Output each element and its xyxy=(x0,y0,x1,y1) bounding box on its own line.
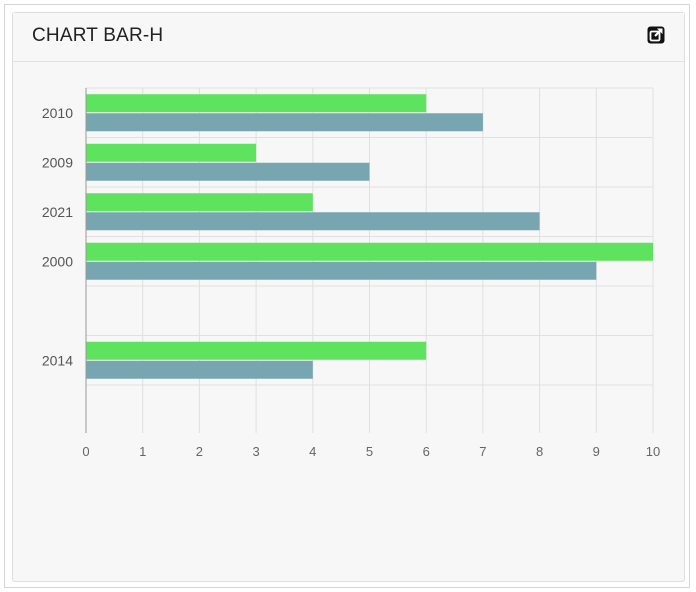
x-tick-label: 2 xyxy=(196,444,203,459)
bar-2021-series-2 xyxy=(86,212,540,231)
bar-2014-series-1 xyxy=(86,341,427,360)
bar-2009-series-2 xyxy=(86,162,370,181)
bar-2010-series-1 xyxy=(86,94,427,113)
y-tick-label: 2010 xyxy=(42,105,73,121)
x-tick-label: 7 xyxy=(479,444,486,459)
panel-title: CHART BAR-H xyxy=(32,25,164,46)
y-tick-label: 2014 xyxy=(42,352,73,368)
x-tick-label: 10 xyxy=(646,444,660,459)
bar-2009-series-1 xyxy=(86,143,257,162)
bar-2000-series-2 xyxy=(86,261,597,280)
y-tick-label: 2009 xyxy=(42,154,73,170)
x-tick-label: 5 xyxy=(366,444,373,459)
x-tick-label: 4 xyxy=(309,444,316,459)
x-tick-label: 8 xyxy=(536,444,543,459)
x-tick-label: 0 xyxy=(82,444,89,459)
bar-2021-series-1 xyxy=(86,193,313,212)
x-tick-label: 3 xyxy=(252,444,259,459)
y-tick-label: 2021 xyxy=(42,204,73,220)
x-tick-label: 6 xyxy=(423,444,430,459)
x-tick-label: 9 xyxy=(593,444,600,459)
panel-header: CHART BAR-H xyxy=(13,13,684,62)
bar-2000-series-1 xyxy=(86,242,653,261)
y-tick-label: 2000 xyxy=(42,253,73,269)
x-tick-label: 1 xyxy=(139,444,146,459)
external-link-icon[interactable] xyxy=(646,25,666,45)
bar-2014-series-2 xyxy=(86,360,313,379)
bar-2010-series-2 xyxy=(86,113,483,132)
